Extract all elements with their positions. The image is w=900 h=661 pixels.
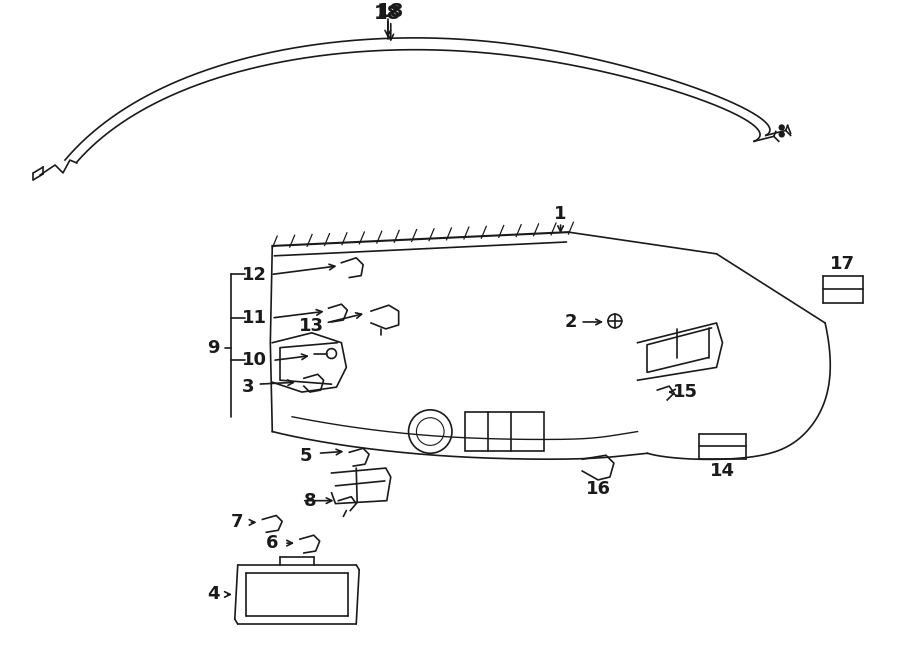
- Circle shape: [779, 125, 784, 130]
- Circle shape: [779, 132, 784, 137]
- Text: 3: 3: [241, 378, 254, 396]
- Text: 9: 9: [207, 338, 220, 357]
- Text: 13: 13: [300, 317, 324, 335]
- Text: 7: 7: [230, 514, 243, 531]
- Text: 17: 17: [831, 254, 855, 273]
- Text: 8: 8: [303, 492, 316, 510]
- Text: 12: 12: [242, 266, 267, 284]
- Text: 4: 4: [207, 586, 220, 603]
- Text: 18: 18: [377, 3, 404, 21]
- Text: 5: 5: [300, 447, 312, 465]
- Text: 10: 10: [242, 352, 267, 369]
- Text: 14: 14: [710, 462, 735, 480]
- Text: 11: 11: [242, 309, 267, 327]
- Text: 2: 2: [564, 313, 577, 331]
- Text: 15: 15: [672, 383, 698, 401]
- Text: 16: 16: [586, 480, 610, 498]
- Text: 1: 1: [554, 206, 567, 223]
- Text: 18: 18: [374, 5, 401, 23]
- Text: 6: 6: [266, 534, 278, 552]
